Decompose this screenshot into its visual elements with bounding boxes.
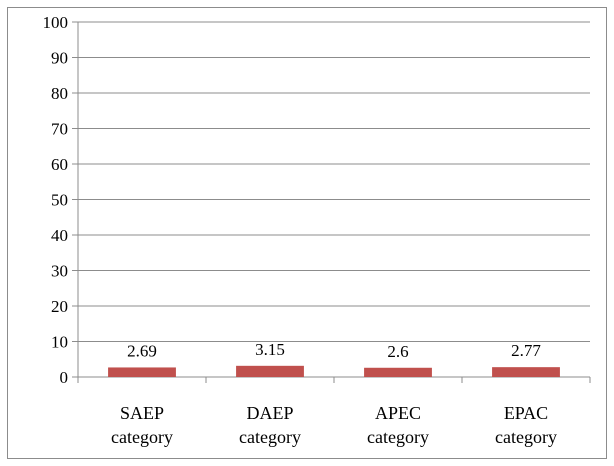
data-label: 2.69 bbox=[127, 341, 157, 360]
y-tick-label: 70 bbox=[51, 120, 68, 139]
x-category-label: DAEP bbox=[246, 403, 293, 423]
bar bbox=[492, 367, 560, 377]
bar bbox=[364, 367, 432, 377]
y-tick-label: 50 bbox=[51, 191, 68, 210]
data-label: 2.6 bbox=[387, 342, 408, 361]
x-category-label: category bbox=[367, 427, 429, 447]
y-tick-label: 40 bbox=[51, 226, 68, 245]
bar bbox=[108, 367, 176, 377]
chart-frame bbox=[7, 7, 607, 459]
y-tick-label: 80 bbox=[51, 84, 68, 103]
y-tick-label: 20 bbox=[51, 297, 68, 316]
x-category-label: category bbox=[111, 427, 173, 447]
y-tick-label: 100 bbox=[43, 13, 69, 32]
x-category-label: SAEP bbox=[120, 403, 164, 423]
y-tick-label: 10 bbox=[51, 333, 68, 352]
x-category-label: category bbox=[495, 427, 557, 447]
x-category-label: APEC bbox=[375, 403, 421, 423]
y-tick-label: 90 bbox=[51, 49, 68, 68]
data-label: 3.15 bbox=[255, 340, 285, 359]
data-label: 2.77 bbox=[511, 341, 541, 360]
y-tick-label: 60 bbox=[51, 155, 68, 174]
y-tick-label: 30 bbox=[51, 262, 68, 281]
x-category-label: category bbox=[239, 427, 301, 447]
y-tick-label: 0 bbox=[60, 368, 69, 387]
bar bbox=[236, 365, 304, 377]
x-category-label: EPAC bbox=[504, 403, 548, 423]
